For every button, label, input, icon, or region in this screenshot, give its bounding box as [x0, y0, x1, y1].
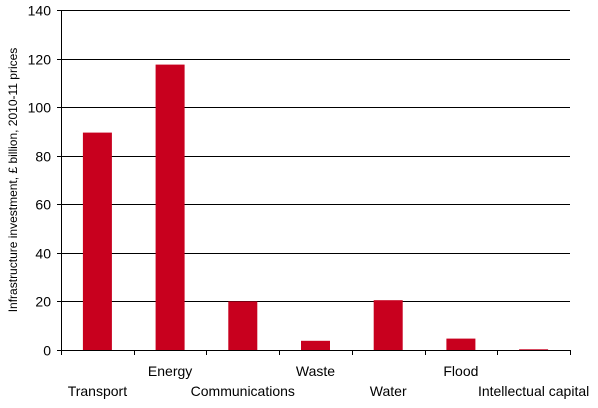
bar-flood	[446, 338, 476, 350]
x-category-label: Water	[370, 383, 407, 399]
bar-water	[373, 300, 403, 350]
x-category-label: Waste	[296, 363, 335, 379]
y-axis-title: Infrastructure investment, £ billion, 20…	[6, 48, 20, 313]
x-category-label: Communications	[191, 383, 295, 399]
bar-waste	[301, 340, 330, 350]
bar-intellectual-capital	[519, 349, 549, 350]
axes	[57, 10, 571, 355]
y-tick-labels: 0 20 40 60 80 100 120 140	[28, 3, 52, 359]
y-tick-label: 120	[28, 52, 52, 68]
bar-communications	[228, 301, 258, 350]
gridlines	[61, 10, 570, 302]
y-tick-label: 0	[43, 343, 51, 359]
y-tick-label: 40	[35, 246, 51, 262]
x-category-label: Intellectual capital	[478, 383, 589, 399]
y-tick-label: 80	[35, 149, 51, 165]
x-category-label: Flood	[443, 363, 478, 379]
y-tick-label: 20	[35, 294, 51, 310]
x-category-label: Transport	[68, 383, 128, 399]
y-tick-label: 100	[28, 100, 52, 116]
bar-transport	[82, 132, 112, 350]
y-tick-label: 140	[28, 3, 52, 19]
x-category-label: Energy	[148, 363, 192, 379]
y-tick-label: 60	[35, 197, 51, 213]
bar-energy	[155, 64, 185, 350]
bars	[82, 64, 549, 350]
